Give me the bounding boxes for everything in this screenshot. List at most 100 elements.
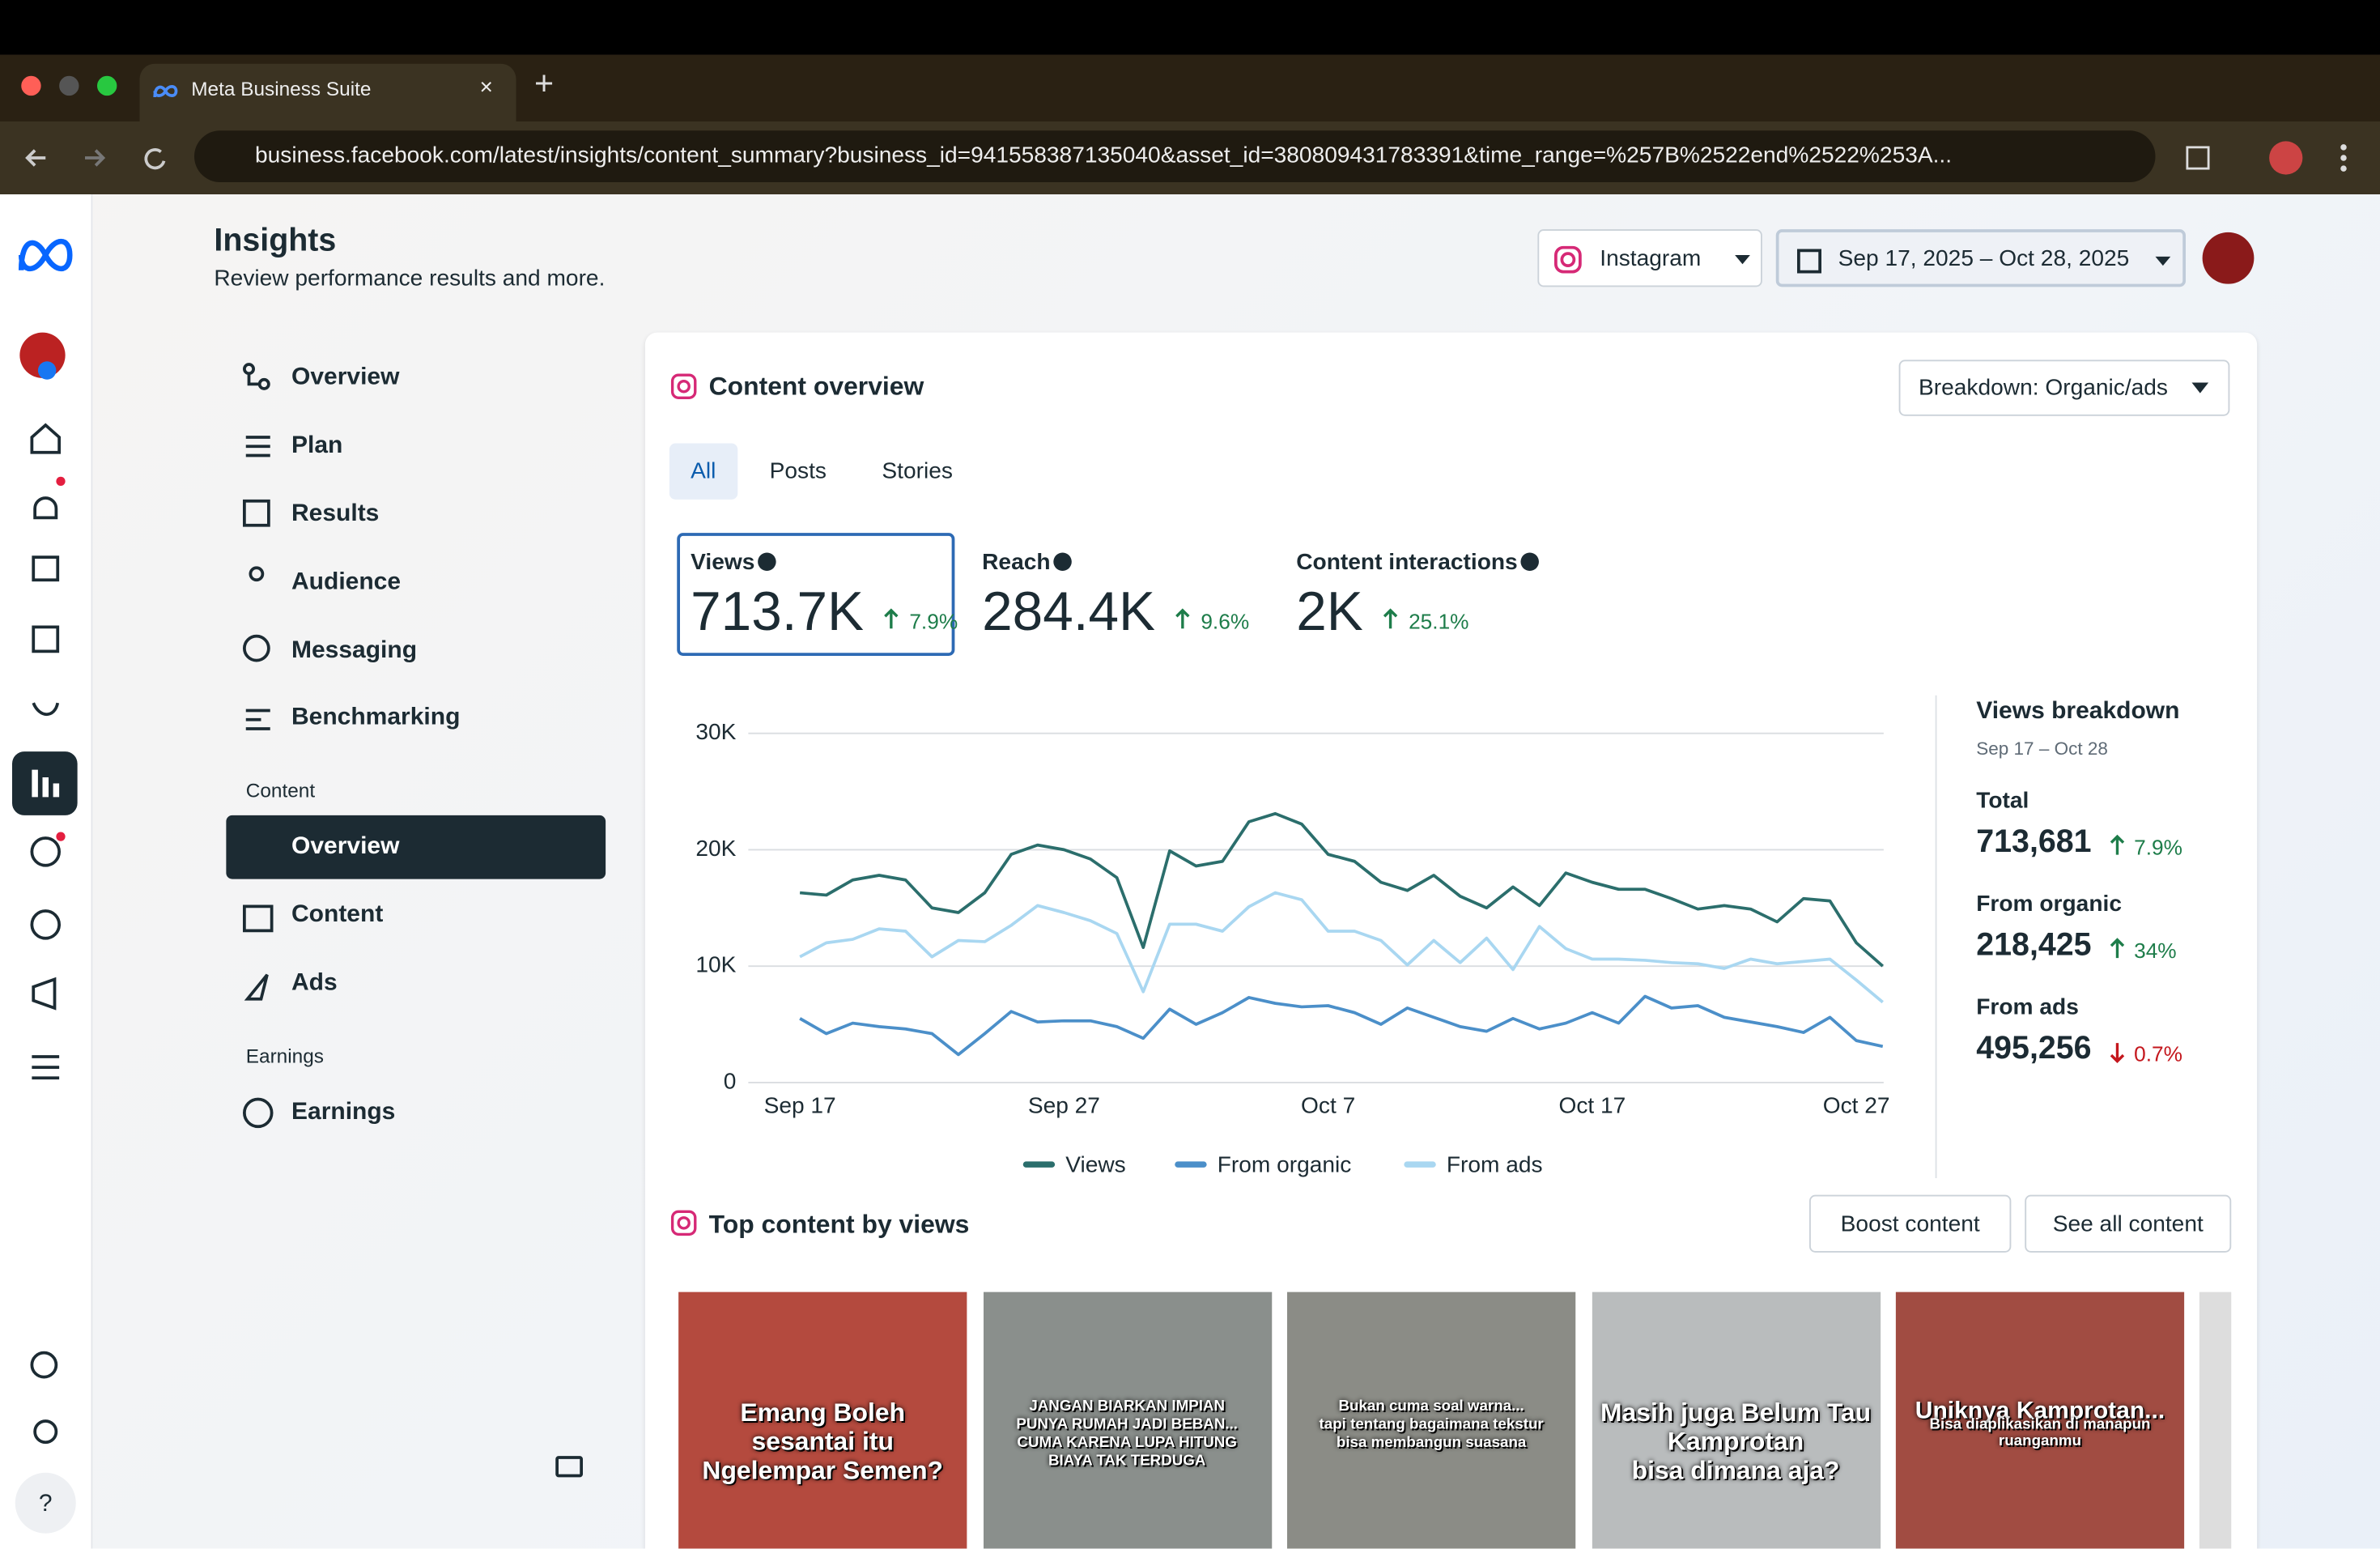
thumbnail-caption: Bisa diaplikasikan di manapun ruanganmu xyxy=(1929,1416,2151,1450)
change-arrow xyxy=(884,608,899,629)
button-label: Boost content xyxy=(1840,1211,1980,1237)
nav-heading: Content xyxy=(245,778,316,802)
date-select[interactable]: Sep 17, 2025 – Oct 28, 2025 xyxy=(1775,229,2186,287)
metric-value: 713.7K xyxy=(691,580,865,643)
button[interactable]: See all content xyxy=(2025,1194,2232,1253)
change-arrow xyxy=(2110,1043,2125,1064)
nav-item[interactable]: Results xyxy=(291,500,380,527)
button[interactable]: Boost content xyxy=(1809,1194,2012,1253)
page-title: Insights xyxy=(214,223,337,258)
nav-heading: Earnings xyxy=(245,1045,324,1068)
breakdown-change: 7.9% xyxy=(2134,835,2182,860)
change-arrow xyxy=(2110,938,2125,959)
breakdown-period: Sep 17 – Oct 28 xyxy=(1976,738,2108,760)
series-line xyxy=(799,891,1884,1004)
metric-change: 25.1% xyxy=(1409,608,1469,633)
thumbnail-caption: Ngelempar Semen? xyxy=(702,1456,944,1485)
thumbnail-caption: bisa membangun suasana xyxy=(1336,1434,1527,1452)
filter-tab[interactable]: Stories xyxy=(882,458,953,485)
thumbnail[interactable]: Emang Boleh sesantai itu Ngelempar Semen? xyxy=(678,1292,967,1549)
section-title: Content overview xyxy=(708,372,924,401)
series-line xyxy=(799,994,1884,1057)
section-title: Top content by views xyxy=(708,1210,970,1239)
x-tick-label: Sep 17 xyxy=(764,1092,836,1117)
thumbnail-caption: Kamprotan xyxy=(1667,1427,1804,1457)
thumbnail-caption: JANGAN BIARKAN IMPIAN xyxy=(1029,1398,1226,1415)
breakdown-label: Total xyxy=(1976,788,2029,814)
info-icon xyxy=(1520,552,1539,571)
thumbnail[interactable]: Bukan cuma soal warna... tapi tentang bag… xyxy=(1287,1292,1576,1549)
y-tick-label: 30K xyxy=(695,719,736,744)
x-tick-label: Oct 7 xyxy=(1301,1092,1355,1117)
button-label: See all content xyxy=(2052,1211,2204,1237)
svg-text:?: ? xyxy=(39,1490,53,1517)
breakdown-value: 218,425 xyxy=(1976,927,2092,963)
thumbnail-caption: Emang Boleh xyxy=(740,1398,906,1428)
filter-tab[interactable]: All xyxy=(691,458,716,485)
change-arrow xyxy=(2110,834,2125,855)
breakdown-value: 495,256 xyxy=(1976,1031,2092,1066)
thumbnail[interactable]: Uniknya Kamprotan... Bisa diaplikasikan d… xyxy=(1895,1292,2185,1549)
nav-item[interactable]: Ads xyxy=(291,970,338,996)
browser-tab[interactable]: Meta Business Suite × xyxy=(139,63,516,121)
thumbnail-caption: Masih juga Belum Tau xyxy=(1600,1398,1872,1428)
tab-active[interactable] xyxy=(669,443,738,500)
nav-item[interactable]: Earnings xyxy=(291,1099,396,1126)
nav-item[interactable]: Messaging xyxy=(291,637,418,664)
page-subtitle: Review performance results and more. xyxy=(214,266,606,292)
url-field[interactable]: business.facebook.com/latest/insights/co… xyxy=(194,130,2156,182)
tab-title: Meta Business Suite xyxy=(191,77,372,100)
breakdown-change: 34% xyxy=(2134,938,2177,963)
thumbnail-caption: Uniknya Kamprotan... xyxy=(1915,1398,2165,1424)
y-tick-label: 20K xyxy=(695,836,736,861)
info-icon xyxy=(1053,552,1072,571)
nav-buttons[interactable] xyxy=(21,143,188,173)
nav-item[interactable]: Content xyxy=(291,901,384,928)
avatar[interactable] xyxy=(2202,232,2255,284)
select-icons xyxy=(1797,249,2171,274)
series-line xyxy=(799,811,1884,968)
breakdown-label: From organic xyxy=(1976,891,2122,917)
nav-item[interactable]: Plan xyxy=(291,432,343,459)
nav-item[interactable]: Overview xyxy=(291,364,400,390)
date-label: Sep 17, 2025 – Oct 28, 2025 xyxy=(1838,245,2130,271)
platform-select[interactable]: Instagram xyxy=(1537,229,1762,287)
metric-label: Content interactions xyxy=(1296,549,1518,576)
metric-selected[interactable] xyxy=(677,533,955,656)
sidebar-icons[interactable]: ? xyxy=(0,194,91,1549)
thumbnail-caption: PUNYA RUMAH JADI BEBAN... xyxy=(1016,1416,1239,1433)
thumbnail-caption: sesantai itu xyxy=(751,1427,894,1457)
breakdown-label: Breakdown: Organic/ads xyxy=(1919,375,2168,401)
platform-label: Instagram xyxy=(1600,245,1702,271)
breakdown-change: 0.7% xyxy=(2134,1041,2182,1066)
change-arrow xyxy=(1383,608,1398,629)
nav-item[interactable]: Audience xyxy=(291,569,402,595)
nav-icons xyxy=(243,363,274,1129)
app-sidebar: ? xyxy=(0,194,93,1549)
x-tick-label: Oct 27 xyxy=(1823,1092,1890,1117)
legend-label: From ads xyxy=(1447,1151,1543,1177)
new-tab[interactable]: + xyxy=(534,63,555,102)
collapse-icon[interactable] xyxy=(555,1456,583,1478)
nav-item[interactable]: Benchmarking xyxy=(291,704,461,730)
select-icons xyxy=(1554,245,1750,274)
nav-active[interactable] xyxy=(226,815,606,879)
filter-tab[interactable]: Posts xyxy=(769,458,827,485)
thumbnail[interactable]: Masih juga Belum Tau Kamprotan bisa dimana… xyxy=(1591,1292,1881,1549)
url-text: business.facebook.com/latest/insights/co… xyxy=(255,143,1953,169)
y-tick-label: 10K xyxy=(695,952,736,977)
legend-label: Views xyxy=(1065,1151,1125,1177)
close-tab[interactable]: × xyxy=(479,74,493,100)
change-arrow xyxy=(1175,608,1190,629)
breakdown-select[interactable]: Breakdown: Organic/ads xyxy=(1898,360,2230,416)
nav-item[interactable]: Overview xyxy=(291,833,400,860)
x-tick-label: Oct 17 xyxy=(1558,1092,1626,1117)
metric-change: 9.6% xyxy=(1201,608,1250,633)
metric-value: 284.4K xyxy=(982,580,1156,643)
thumbnail-caption: CUMA KARENA LUPA HITUNG xyxy=(1017,1434,1237,1452)
x-tick-label: Sep 27 xyxy=(1028,1092,1100,1117)
thumbnail[interactable]: JANGAN BIARKAN IMPIAN PUNYA RUMAH JADI BE… xyxy=(983,1292,1272,1549)
y-tick-label: 0 xyxy=(724,1068,737,1093)
